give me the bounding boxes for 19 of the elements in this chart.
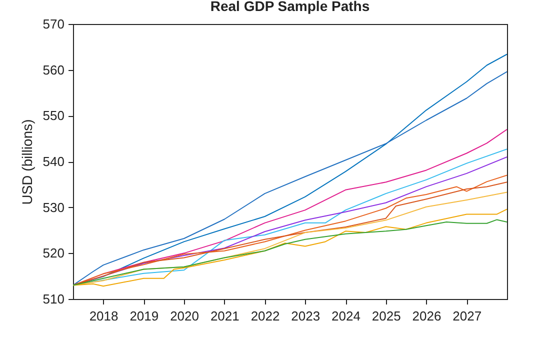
x-tick-label: 2020: [170, 308, 199, 324]
x-tick-label: 2021: [210, 308, 240, 324]
y-tick-label: 540: [42, 154, 64, 169]
y-tick-label: 520: [42, 246, 64, 261]
x-tick-label: 2018: [89, 308, 118, 324]
x-tick-label: 2019: [130, 308, 159, 324]
y-tick-label: 570: [42, 16, 64, 32]
x-tick-label: 2027: [452, 308, 482, 324]
x-tick-label: 2025: [372, 308, 401, 324]
x-tick-label: 2022: [250, 308, 280, 324]
y-tick-label: 510: [42, 292, 64, 306]
chart-title: Real GDP Sample Paths: [210, 0, 370, 14]
y-tick-label: 550: [42, 108, 64, 124]
x-tick-label: 2023: [291, 308, 320, 324]
y-tick-label: 560: [42, 62, 64, 78]
y-axis-title: USD (billions): [18, 119, 35, 205]
y-tick-label: 530: [42, 200, 64, 215]
x-tick-label: 2024: [332, 308, 360, 324]
x-tick-label: 2026: [412, 308, 442, 324]
